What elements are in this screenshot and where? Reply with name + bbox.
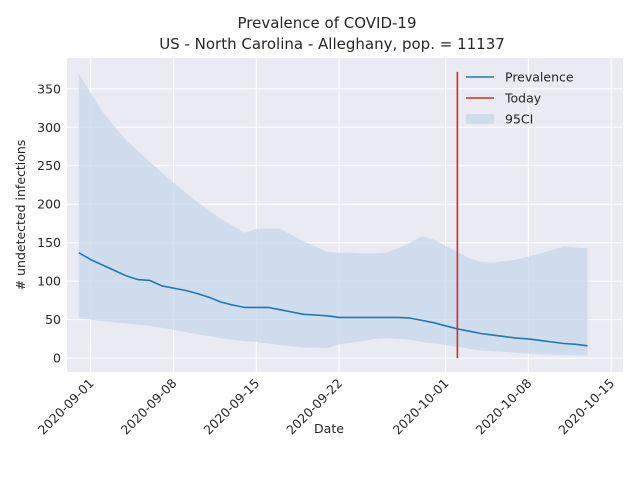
- y-axis-ticks: 0 50 100 150 200 250 300 350: [37, 81, 61, 365]
- y-tick-label-3: 150: [37, 235, 61, 250]
- prevalence-line: [78, 252, 588, 347]
- y-tick-label-5: 250: [37, 158, 61, 173]
- legend-swatch-95ci: [466, 114, 494, 124]
- x-tick-label-0: 2020-09-01: [35, 376, 97, 438]
- series-layer: [78, 252, 588, 347]
- chart-subtitle: US - North Carolina - Alleghany, pop. = …: [159, 35, 505, 53]
- x-tick-label-6: 2020-10-15: [555, 376, 617, 438]
- x-axis-label: Date: [314, 421, 344, 436]
- legend-label-today: Today: [504, 91, 542, 106]
- y-tick-label-0: 0: [53, 351, 61, 366]
- y-tick-label-1: 50: [45, 312, 61, 327]
- x-tick-label-1: 2020-09-08: [118, 375, 180, 437]
- y-tick-label-7: 350: [37, 81, 61, 96]
- x-tick-label-4: 2020-10-01: [390, 376, 452, 438]
- x-tick-label-2: 2020-09-15: [200, 376, 262, 438]
- legend: Prevalence Today 95CI: [466, 70, 574, 127]
- y-tick-label-4: 200: [37, 197, 61, 212]
- y-tick-label-2: 100: [37, 274, 61, 289]
- ci-band: [78, 73, 588, 356]
- confidence-band-layer: [78, 73, 588, 356]
- y-axis-label: # undetected infections: [13, 140, 28, 291]
- legend-label-prevalence: Prevalence: [505, 70, 574, 85]
- legend-label-95ci: 95CI: [505, 112, 533, 127]
- y-tick-label-6: 300: [37, 120, 61, 135]
- x-tick-label-5: 2020-10-08: [473, 375, 535, 437]
- chart-title: Prevalence of COVID-19: [237, 14, 416, 32]
